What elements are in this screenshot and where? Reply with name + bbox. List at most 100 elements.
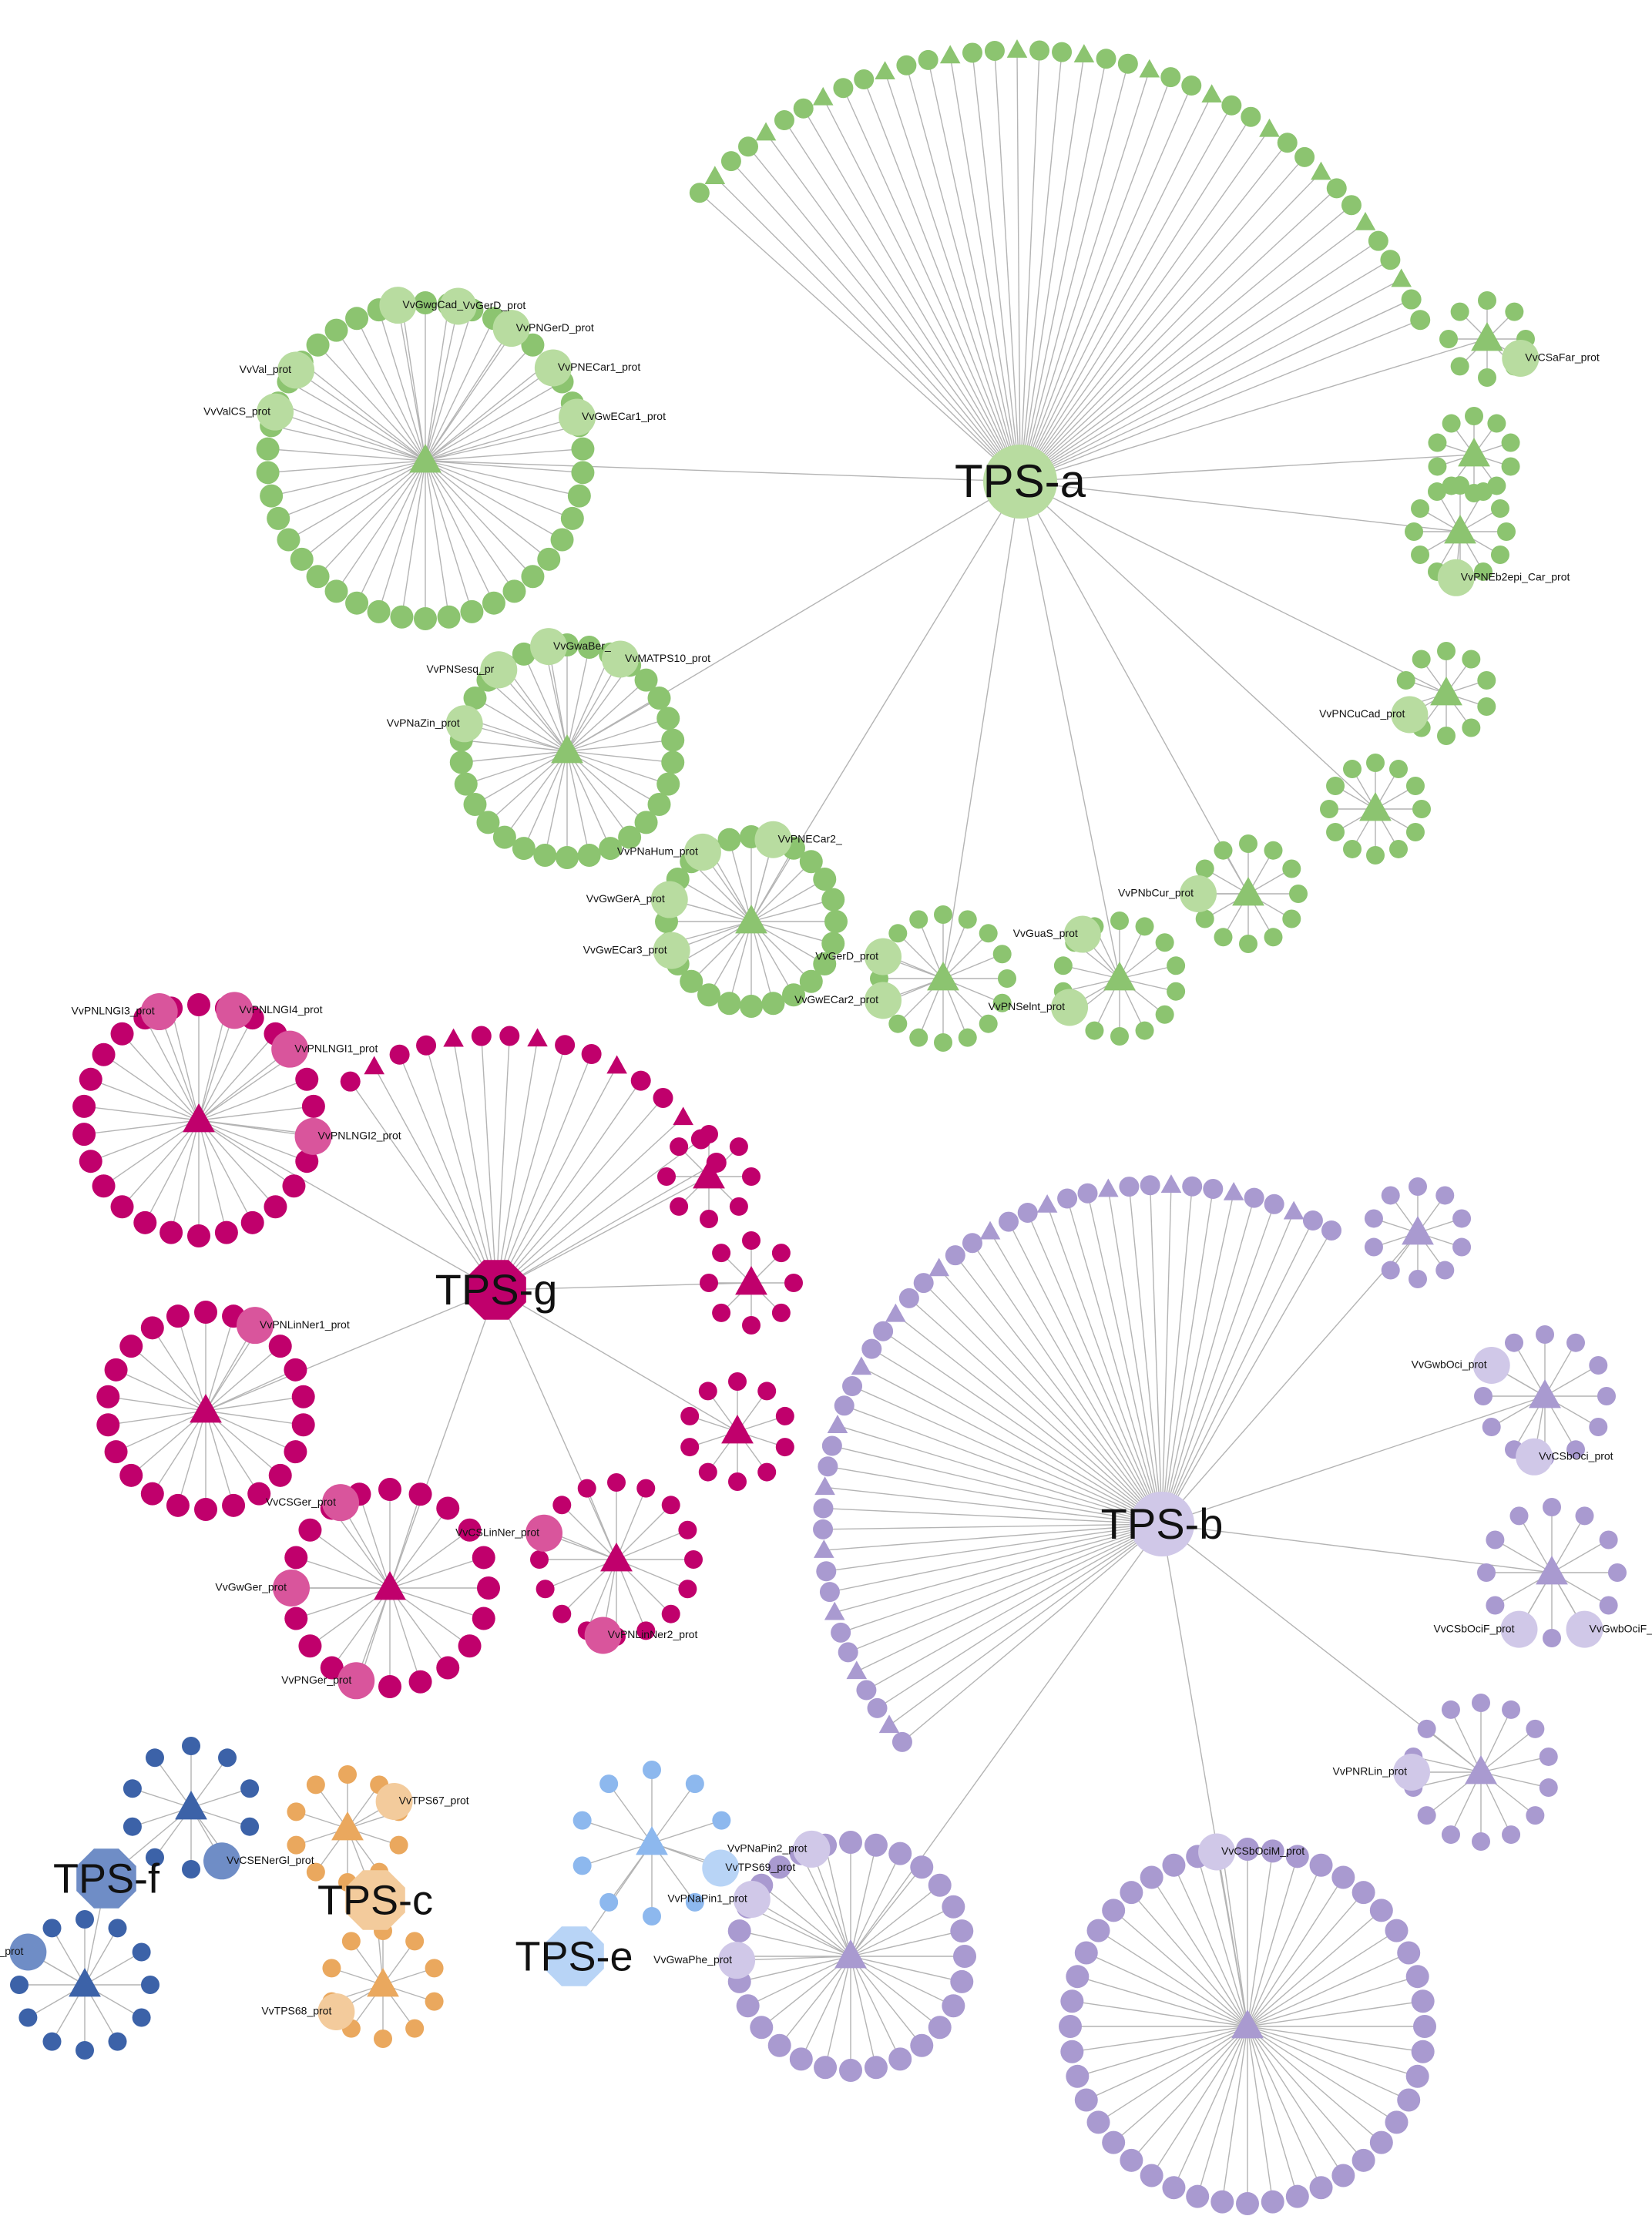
node: [1289, 885, 1308, 903]
node: [458, 1634, 482, 1658]
node: [1264, 928, 1283, 947]
edge: [1019, 319, 1421, 482]
node: [437, 605, 461, 629]
node: [653, 932, 690, 969]
node: [1343, 760, 1362, 779]
node: [76, 1910, 94, 1929]
node: [320, 1656, 344, 1680]
node: [257, 393, 294, 431]
node: [727, 1919, 751, 1943]
triangle-node: [190, 1394, 222, 1423]
node: [1405, 777, 1425, 795]
node: [340, 1071, 361, 1092]
node: [1401, 289, 1422, 310]
node: [284, 1546, 308, 1570]
triangle-node: [814, 1476, 835, 1496]
edge: [1086, 2026, 1248, 2101]
edge: [198, 1017, 254, 1121]
edge: [850, 1523, 1163, 1957]
node: [458, 1518, 482, 1542]
node: [1052, 42, 1073, 62]
node: [290, 547, 314, 571]
node: [1368, 230, 1388, 251]
node: [1051, 989, 1089, 1026]
node: [1110, 912, 1129, 930]
edge: [1113, 1909, 1248, 2027]
node: [1167, 956, 1186, 975]
edge: [495, 1162, 717, 1291]
node: [950, 1969, 974, 1993]
node: [1417, 1806, 1436, 1825]
node: [1462, 718, 1481, 737]
edge: [198, 1120, 294, 1187]
edge: [1161, 1232, 1419, 1525]
node: [408, 1670, 432, 1694]
node: [1487, 414, 1506, 433]
node: [460, 599, 484, 623]
edge: [651, 1783, 696, 1844]
edge: [1161, 1220, 1314, 1525]
edge: [918, 919, 944, 979]
node: [123, 1817, 142, 1836]
triangle-node: [673, 1106, 693, 1126]
node: [1405, 2064, 1429, 2088]
node: [182, 1860, 200, 1879]
edge: [747, 1906, 851, 1957]
edge: [844, 1405, 1163, 1525]
node: [445, 705, 483, 743]
node-label: VvPNaHum_prot: [617, 845, 698, 858]
node: [661, 1496, 680, 1515]
node: [618, 825, 642, 849]
edge: [335, 330, 426, 462]
node: [728, 1472, 747, 1491]
edge: [177, 1410, 206, 1506]
node: [559, 398, 596, 436]
edge: [198, 1033, 276, 1121]
node: [1063, 915, 1101, 953]
edge: [523, 750, 568, 849]
node: [141, 1976, 159, 1994]
edge: [823, 1523, 1163, 1530]
node: [718, 1942, 756, 1979]
edge: [882, 1331, 1163, 1525]
triangle-node: [606, 1055, 627, 1074]
labels: VvGwgCad_ VvGerD_protVvPNGerD_protVvVal_p…: [0, 298, 1652, 2017]
node: [449, 750, 473, 774]
node: [599, 1774, 619, 1794]
node: [338, 1765, 357, 1784]
edge: [1480, 1728, 1536, 1773]
edge: [504, 750, 568, 838]
node: [1393, 1754, 1430, 1791]
edge: [154, 1757, 192, 1808]
node: [240, 1210, 264, 1234]
node: [1502, 340, 1540, 377]
edge: [198, 1010, 236, 1121]
edge: [1019, 63, 1129, 482]
edge: [159, 1011, 200, 1121]
node: [1391, 696, 1429, 734]
node: [998, 969, 1016, 988]
edge: [1077, 1976, 1248, 2027]
node: [767, 2033, 791, 2057]
edge: [861, 1366, 1163, 1525]
edge: [1480, 1756, 1549, 1773]
node-label: VvCSbOci_prot: [1539, 1449, 1613, 1462]
edge: [317, 460, 426, 577]
node: [1351, 1881, 1375, 1905]
edge: [942, 932, 989, 979]
edge: [425, 367, 554, 462]
node: [277, 351, 315, 389]
node: [552, 1496, 572, 1515]
node: [92, 1042, 116, 1066]
node: [774, 110, 794, 131]
edge: [863, 79, 1021, 482]
edge: [198, 1054, 294, 1121]
edge: [310, 1529, 391, 1589]
edge: [425, 304, 450, 462]
node: [1465, 484, 1483, 502]
edge: [801, 1956, 851, 2060]
edge: [1161, 1230, 1332, 1525]
edge: [389, 1587, 484, 1620]
node: [1478, 368, 1496, 387]
edge: [850, 1906, 954, 1957]
